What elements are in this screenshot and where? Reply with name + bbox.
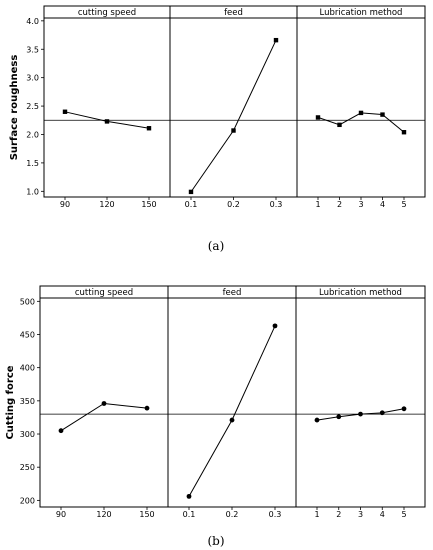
plot-frame [43,5,426,198]
y-tick-label: 1.5 [26,159,39,168]
data-point-marker [144,405,150,411]
x-tick-label: 3 [358,200,363,209]
data-point-marker [62,109,68,114]
x-tick-label: 4 [380,510,385,519]
data-point-marker [336,414,342,420]
y-tick-label: 4.0 [26,17,39,26]
x-tick-label: 2 [337,200,342,209]
y-tick-label: 3.5 [26,45,39,54]
x-tick-label: 0.3 [269,510,282,519]
data-point-marker [315,115,321,120]
y-tick-label: 450 [20,330,35,339]
series-line [317,112,405,133]
x-tick-label: 90 [60,200,70,209]
data-point-marker [104,119,110,124]
x-tick-label: 2 [336,510,341,519]
chart-b: 200 250 300 350 400 450 500 Cutting force cuttin… [5,285,426,548]
x-tick-label: 1 [314,510,319,519]
series-line [60,402,148,432]
panel-title: feed [223,288,242,298]
data-point-marker [272,323,278,329]
plot-frame [39,285,426,508]
data-point-marker [58,428,64,434]
x-tick-label: 120 [99,200,114,209]
x-tick-label: 4 [380,200,385,209]
x-tick-label: 0.1 [185,200,198,209]
data-point-marker [337,122,342,128]
chart-a: 1.0 1.5 2.0 2.5 3.0 3.5 4.0 Surface roughness cu… [9,5,426,253]
data-point-marker [273,37,279,43]
data-point-marker [188,189,194,195]
y-tick-label: 300 [20,430,35,439]
x-tick-label: 5 [401,200,406,209]
x-tick-label: 0.2 [227,200,240,209]
data-point-marker [379,410,385,416]
x-tick-label: 3 [358,510,363,519]
data-point-marker [186,493,192,499]
figure-caption: (a) [208,239,225,253]
data-point-marker [146,126,152,131]
data-point-marker [314,417,320,423]
data-point-marker [380,112,385,117]
y-tick-label: 400 [20,364,35,373]
panel-title: Lubrication method [319,288,402,298]
x-tick-label: 1 [315,200,320,209]
data-point-marker [358,110,364,116]
x-tick-label: 150 [141,200,156,209]
x-tick-label: 120 [96,510,111,519]
y-tick-label: 350 [20,397,35,406]
x-tick-label: 0.1 [183,510,196,519]
panel-title: Lubrication method [320,8,403,18]
panel-title: cutting speed [75,288,133,298]
x-tick-label: 0.2 [226,510,239,519]
data-point-marker [401,406,407,412]
panel-title: feed [224,8,243,18]
x-tick-label: 0.3 [270,200,283,209]
data-point-marker [358,411,363,417]
x-tick-label: 90 [56,510,66,519]
y-axis-label: Surface roughness [9,55,20,161]
y-tick-label: 250 [20,463,35,472]
y-tick-label: 500 [20,297,35,306]
x-tick-label: 5 [401,510,406,519]
data-point-marker [231,128,236,133]
data-point-marker [229,417,235,423]
panel-title: cutting speed [78,8,136,18]
series-line [190,39,277,193]
x-tick-label: 150 [139,510,154,519]
y-tick-label: 2.5 [26,102,39,111]
series-line [188,325,276,497]
y-tick-label: 3.0 [26,74,39,83]
figure-caption: (b) [207,534,224,548]
data-point-marker [101,401,107,406]
data-point-marker [401,130,407,135]
y-tick-label: 200 [20,496,35,505]
y-axis-label: Cutting force [5,365,16,439]
y-tick-label: 2.0 [26,130,39,139]
y-tick-label: 1.0 [26,187,39,196]
